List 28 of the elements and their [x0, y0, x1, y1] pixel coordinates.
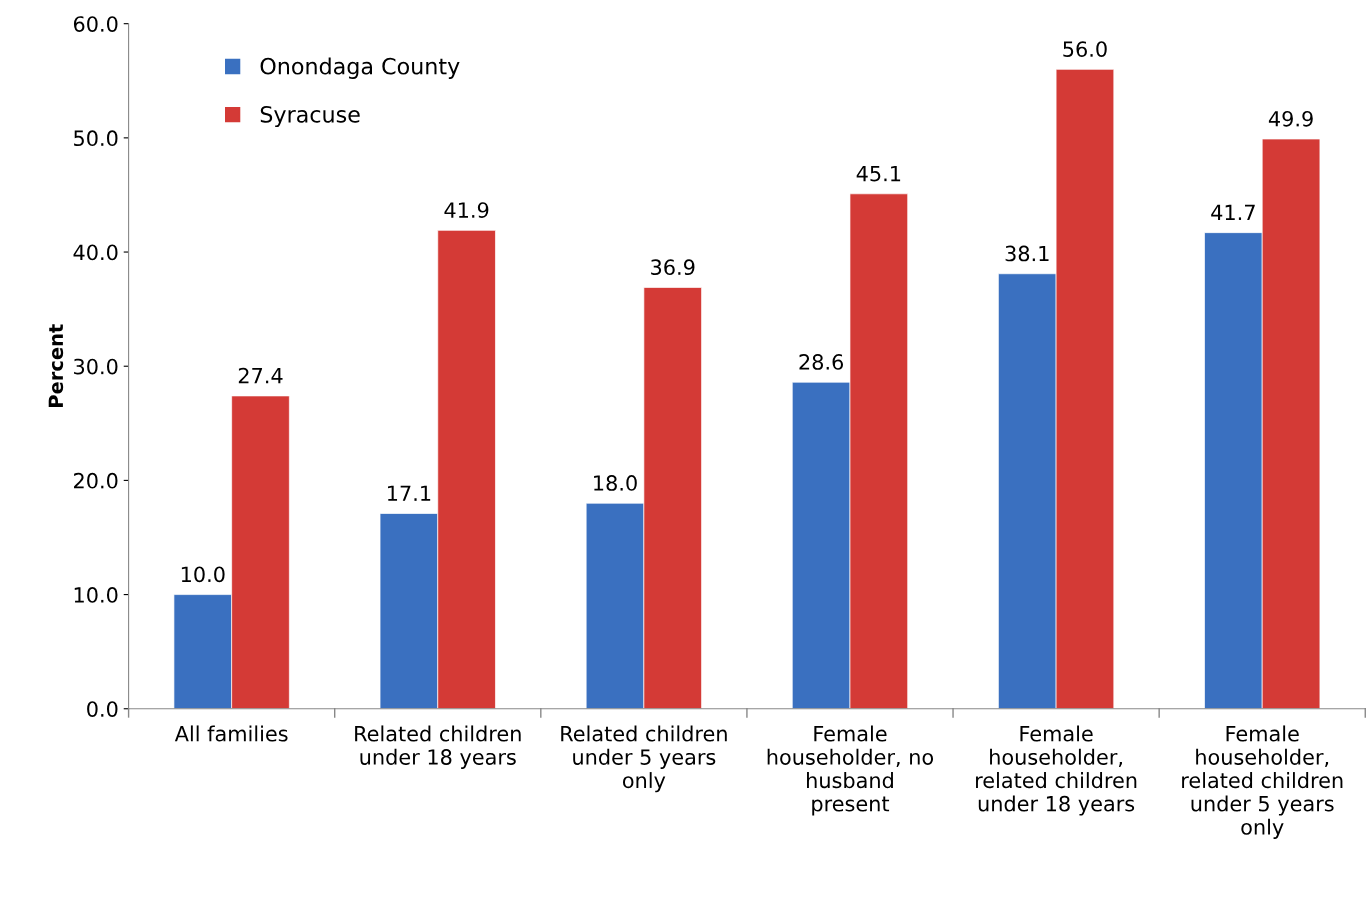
data-label: 41.7	[1211, 204, 1255, 220]
data-label: 49.9	[1268, 110, 1313, 127]
legend-label: Onondaga County	[260, 57, 460, 79]
data-label: 28.6	[799, 354, 844, 370]
x-tick-label: Related children under 5 years only	[561, 725, 727, 793]
data-label: 17.1	[388, 485, 431, 501]
x-tick-label: All families	[174, 725, 288, 742]
data-label: 10.0	[181, 566, 225, 583]
y-tick-label: 30.0	[74, 358, 118, 375]
data-label: 36.9	[651, 259, 695, 276]
data-label: 41.9	[444, 202, 489, 218]
x-tick-label: Female householder, related children under 5 years only	[1182, 725, 1343, 839]
legend-label: Syracuse	[260, 105, 360, 128]
y-tick-label: 0.0	[87, 701, 118, 717]
y-tick-label: 10.0	[74, 587, 118, 603]
data-label: 45.1	[856, 165, 901, 182]
x-tick-label: Related children under 18 years	[355, 725, 521, 769]
y-tick-label: 50.0	[74, 130, 118, 147]
data-label: 56.0	[1063, 41, 1107, 57]
y-tick-label: 20.0	[74, 472, 118, 489]
data-label: 18.0	[594, 475, 637, 491]
x-tick-label: Female householder, related children under 18 years	[976, 725, 1137, 816]
x-tick-label: Female householder, no husband present	[767, 725, 934, 816]
y-axis-title: Percent	[48, 324, 64, 407]
data-label: 27.4	[238, 367, 283, 384]
data-label: 38.1	[1005, 245, 1049, 262]
y-tick-label: 60.0	[73, 16, 118, 32]
y-tick-label: 40.0	[73, 244, 118, 261]
